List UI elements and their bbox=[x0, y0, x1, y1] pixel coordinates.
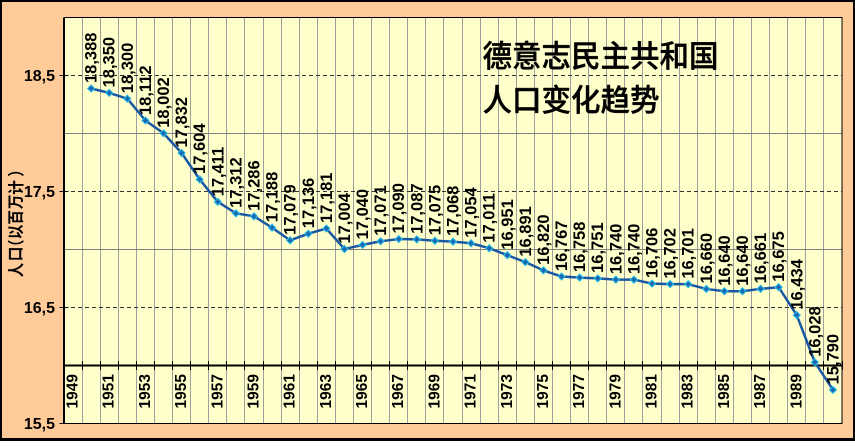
svg-text:1973: 1973 bbox=[499, 374, 516, 409]
svg-text:18,300: 18,300 bbox=[119, 43, 137, 93]
svg-text:16,660: 16,660 bbox=[698, 233, 716, 283]
svg-text:1989: 1989 bbox=[788, 374, 805, 409]
svg-text:16,706: 16,706 bbox=[644, 228, 662, 278]
svg-text:16,640: 16,640 bbox=[716, 235, 734, 285]
svg-text:1959: 1959 bbox=[245, 374, 262, 409]
svg-text:16,028: 16,028 bbox=[806, 306, 824, 356]
svg-text:1955: 1955 bbox=[173, 374, 190, 409]
svg-text:1953: 1953 bbox=[137, 374, 154, 409]
svg-text:15,5: 15,5 bbox=[24, 416, 55, 433]
svg-text:16,740: 16,740 bbox=[607, 224, 625, 274]
svg-text:17,011: 17,011 bbox=[481, 193, 499, 243]
svg-text:17,068: 17,068 bbox=[445, 186, 463, 236]
svg-text:17,079: 17,079 bbox=[282, 184, 300, 234]
svg-text:1981: 1981 bbox=[644, 374, 661, 409]
svg-text:17,090: 17,090 bbox=[390, 183, 408, 233]
svg-text:17,040: 17,040 bbox=[354, 189, 372, 239]
svg-text:15,790: 15,790 bbox=[824, 334, 842, 384]
svg-text:16,820: 16,820 bbox=[535, 214, 553, 264]
svg-text:1961: 1961 bbox=[282, 374, 299, 409]
svg-text:16,740: 16,740 bbox=[625, 224, 643, 274]
svg-text:1977: 1977 bbox=[571, 374, 588, 408]
svg-text:17,411: 17,411 bbox=[209, 147, 227, 197]
svg-text:1985: 1985 bbox=[716, 374, 733, 409]
svg-text:16,701: 16,701 bbox=[680, 228, 698, 278]
svg-text:1965: 1965 bbox=[354, 374, 371, 409]
svg-text:17,312: 17,312 bbox=[227, 157, 245, 207]
svg-text:17,604: 17,604 bbox=[191, 123, 209, 174]
svg-text:16,891: 16,891 bbox=[517, 206, 535, 256]
svg-text:17,136: 17,136 bbox=[300, 178, 318, 228]
svg-text:16,758: 16,758 bbox=[571, 222, 589, 272]
svg-text:17,188: 17,188 bbox=[264, 172, 282, 222]
svg-text:18,112: 18,112 bbox=[137, 65, 155, 115]
svg-text:1975: 1975 bbox=[535, 374, 552, 409]
svg-text:16,661: 16,661 bbox=[752, 233, 770, 283]
svg-text:17,054: 17,054 bbox=[463, 186, 481, 237]
svg-text:1983: 1983 bbox=[680, 374, 697, 409]
svg-text:1957: 1957 bbox=[209, 374, 226, 408]
svg-text:1987: 1987 bbox=[752, 374, 769, 408]
svg-text:17,181: 17,181 bbox=[318, 173, 336, 223]
svg-text:17,832: 17,832 bbox=[173, 97, 191, 147]
svg-text:1971: 1971 bbox=[463, 374, 480, 409]
svg-text:18,388: 18,388 bbox=[83, 33, 101, 83]
svg-text:18,350: 18,350 bbox=[101, 37, 119, 87]
svg-text:1949: 1949 bbox=[65, 374, 82, 409]
svg-text:17,071: 17,071 bbox=[372, 185, 390, 235]
svg-text:16,5: 16,5 bbox=[24, 300, 55, 317]
svg-text:16,640: 16,640 bbox=[734, 235, 752, 285]
svg-text:18,5: 18,5 bbox=[24, 68, 55, 85]
svg-text:16,675: 16,675 bbox=[770, 231, 788, 281]
svg-text:17,004: 17,004 bbox=[336, 192, 354, 243]
svg-text:1967: 1967 bbox=[390, 374, 407, 408]
svg-text:16,951: 16,951 bbox=[499, 199, 517, 249]
svg-text:1979: 1979 bbox=[607, 374, 624, 409]
svg-text:17,087: 17,087 bbox=[408, 183, 426, 233]
svg-text:16,702: 16,702 bbox=[662, 228, 680, 278]
svg-text:17,5: 17,5 bbox=[24, 184, 55, 201]
svg-text:17,286: 17,286 bbox=[245, 160, 263, 210]
svg-text:18,002: 18,002 bbox=[155, 77, 173, 127]
svg-text:1951: 1951 bbox=[101, 374, 118, 409]
svg-text:16,434: 16,434 bbox=[788, 258, 806, 309]
svg-text:1969: 1969 bbox=[426, 374, 443, 409]
svg-text:1963: 1963 bbox=[318, 374, 335, 409]
svg-text:17,075: 17,075 bbox=[426, 185, 444, 235]
svg-text:16,751: 16,751 bbox=[589, 222, 607, 272]
svg-text:16,767: 16,767 bbox=[553, 221, 571, 271]
